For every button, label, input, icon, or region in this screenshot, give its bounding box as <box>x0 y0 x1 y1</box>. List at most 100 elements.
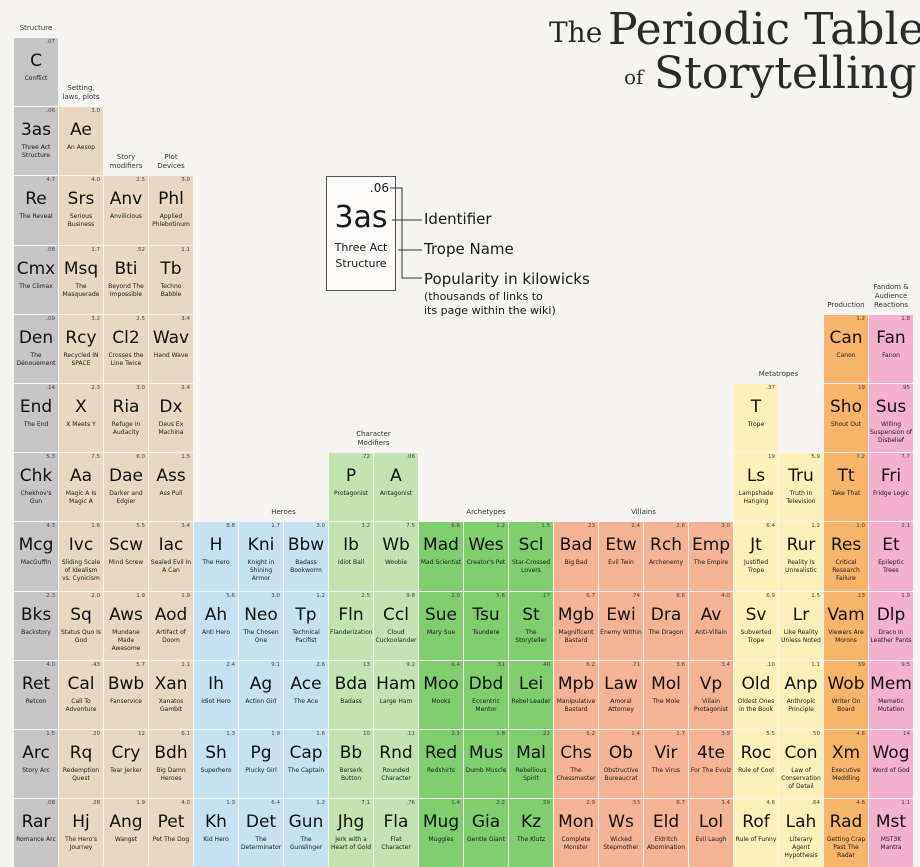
element-cell-end[interactable]: .14 End The End <box>14 384 58 453</box>
element-cell-lei[interactable]: .40 Lei Rebel Leader <box>509 660 553 729</box>
element-cell-ae[interactable]: 3.0 Ae An Aesop <box>59 107 103 176</box>
element-cell-dra[interactable]: 8.6 Dra The Dragon <box>644 591 688 660</box>
element-cell-ls[interactable]: 19 Ls Lampshade Hanging <box>734 453 778 522</box>
element-cell-red[interactable]: 2.1 Red Redshirts <box>419 730 463 799</box>
element-cell-mpb[interactable]: 6.2 Mpb Manipulative Bastard <box>554 660 598 729</box>
element-cell-kh[interactable]: 1.3 Kh Kid Hero <box>194 799 238 867</box>
element-cell-aws[interactable]: 1.9 Aws Mundane Made Awesome <box>104 591 148 660</box>
element-cell-ewi[interactable]: .74 Ewi Enemy Within <box>599 591 643 660</box>
element-cell-bwb[interactable]: 5.7 Bwb Fanservice <box>104 660 148 729</box>
element-cell-rur[interactable]: 1.2 Rur Reality Is Unrealistic <box>779 522 823 591</box>
element-cell-sue[interactable]: 2.0 Sue Mary Sue <box>419 591 463 660</box>
element-cell-mst[interactable]: 1.1 Mst MST3K Mantra <box>869 799 913 867</box>
element-cell-sh[interactable]: 1.3 Sh Superhero <box>194 730 238 799</box>
element-cell-mem[interactable]: 9.5 Mem Memetic Mutation <box>869 660 913 729</box>
element-cell-vp[interactable]: 3.4 Vp Villain Protagonist <box>689 660 733 729</box>
element-cell-wob[interactable]: .59 Wob Writer On Board <box>824 660 868 729</box>
element-cell-ria[interactable]: 3.0 Ria Refuge in Audacity <box>104 384 148 453</box>
element-cell-3as[interactable]: .06 3as Three Act Structure <box>14 107 58 176</box>
element-cell-fla[interactable]: .76 Fla Flat Character <box>374 799 418 867</box>
element-cell-dlp[interactable]: 1.9 Dlp Draco In Leather Pants <box>869 591 913 660</box>
element-cell-tru[interactable]: 5.9 Tru Truth in Television <box>779 453 823 522</box>
element-cell-lol[interactable]: 3.4 Lol Evil Laugh <box>689 799 733 867</box>
element-cell-rad[interactable]: 4.6 Rad Getting Crap Past The Radar <box>824 799 868 867</box>
element-cell-lah[interactable]: .64 Lah Literary Agent Hypothesis <box>779 799 823 867</box>
element-cell-mal[interactable]: .22 Mal Rebellious Spirit <box>509 730 553 799</box>
element-cell-ivc[interactable]: 1.6 Ivc Sliding Scale of Idealism vs. Cyni… <box>59 522 103 591</box>
element-cell-ass[interactable]: 1.5 Ass Ass Pull <box>149 453 193 522</box>
element-cell-fan[interactable]: 1.8 Fan Fanon <box>869 314 913 383</box>
element-cell-pet[interactable]: 4.0 Pet Pet The Dog <box>149 799 193 867</box>
element-cell-ag[interactable]: 9.1 Ag Action Girl <box>239 660 283 729</box>
element-cell-xan[interactable]: 1.1 Xan Xanatos Gambit <box>149 660 193 729</box>
element-cell-con[interactable]: .50 Con Law of Conservation of Detail <box>779 730 823 799</box>
element-cell-anv[interactable]: 2.5 Anv Anvilicious <box>104 176 148 245</box>
element-cell-mad[interactable]: 6.6 Mad Mad Scientist <box>419 522 463 591</box>
element-cell-hj[interactable]: .28 Hj The Hero's Journey <box>59 799 103 867</box>
element-cell-jt[interactable]: 6.4 Jt Justified Trope <box>734 522 778 591</box>
element-cell-ob[interactable]: 1.4 Ob Obstructive Bureaucrat <box>599 730 643 799</box>
element-cell-sq[interactable]: 2.0 Sq Status Quo Is God <box>59 591 103 660</box>
element-cell-rof[interactable]: 4.6 Rof Rule of Funny <box>734 799 778 867</box>
element-cell-a[interactable]: .06 A Antagonist <box>374 453 418 522</box>
element-cell-bdh[interactable]: 6.1 Bdh Big Damn Heroes <box>149 730 193 799</box>
element-cell-bbw[interactable]: 3.0 Bbw Badass Bookworm <box>284 522 328 591</box>
element-cell-etw[interactable]: 2.4 Etw Evil Twin <box>599 522 643 591</box>
element-cell-bad[interactable]: 23 Bad Big Bad <box>554 522 598 591</box>
element-cell-ws[interactable]: .53 Ws Wicked Stepmother <box>599 799 643 867</box>
element-cell-wb[interactable]: 7.5 Wb Woobie <box>374 522 418 591</box>
element-cell-x[interactable]: 2.3 X X Meets Y <box>59 384 103 453</box>
element-cell-anp[interactable]: 1.1 Anp Anthropic Principle <box>779 660 823 729</box>
element-cell-p[interactable]: .72 P Protagonist <box>329 453 373 522</box>
element-cell-sus[interactable]: .95 Sus Willing Suspension of Disbelief <box>869 384 913 453</box>
element-cell-ah[interactable]: 5.6 Ah Anti Hero <box>194 591 238 660</box>
element-cell-chs[interactable]: 5.2 Chs The Chessmaster <box>554 730 598 799</box>
element-cell-bti[interactable]: .52 Bti Beyond The Impossible <box>104 245 148 314</box>
element-cell-tp[interactable]: 1.2 Tp Technical Pacifist <box>284 591 328 660</box>
element-cell-re[interactable]: 4.7 Re The Reveal <box>14 176 58 245</box>
element-cell-gia[interactable]: 2.2 Gia Gentle Giant <box>464 799 508 867</box>
element-cell-wav[interactable]: 3.4 Wav Hand Wave <box>149 314 193 383</box>
element-cell-eld[interactable]: 8.7 Eld Eldritch Abomination <box>644 799 688 867</box>
element-cell-dbd[interactable]: .51 Dbd Eccentric Mentor <box>464 660 508 729</box>
element-cell-h[interactable]: 8.8 H The Hero <box>194 522 238 591</box>
element-cell-mgb[interactable]: 6.7 Mgb Magnificent Bastard <box>554 591 598 660</box>
element-cell-wog[interactable]: 14 Wog Word of God <box>869 730 913 799</box>
element-cell-gun[interactable]: 1.2 Gun The Gunslinger <box>284 799 328 867</box>
element-cell-mol[interactable]: 3.6 Mol The Mole <box>644 660 688 729</box>
element-cell-scw[interactable]: 5.5 Scw Mind Screw <box>104 522 148 591</box>
element-cell-arc[interactable]: 1.5 Arc Story Arc <box>14 730 58 799</box>
element-cell-cry[interactable]: 12 Cry Tear Jerker <box>104 730 148 799</box>
element-cell-fln[interactable]: 2.5 Fln Flanderization <box>329 591 373 660</box>
element-cell-sv[interactable]: 6.9 Sv Subverted Trope <box>734 591 778 660</box>
element-cell-st[interactable]: .17 St The Storyteller <box>509 591 553 660</box>
element-cell-ace[interactable]: 2.6 Ace The Ace <box>284 660 328 729</box>
element-cell-bks[interactable]: 2.3 Bks Backstory <box>14 591 58 660</box>
element-cell-det[interactable]: 6.4 Det The Determinator <box>239 799 283 867</box>
element-cell-rq[interactable]: .20 Rq Redemption Quest <box>59 730 103 799</box>
element-cell-roc[interactable]: 5.5 Roc Rule of Cool <box>734 730 778 799</box>
element-cell-pg[interactable]: 1.9 Pg Plucky Girl <box>239 730 283 799</box>
element-cell-kni[interactable]: 1.7 Kni Knight in Shining Armor <box>239 522 283 591</box>
element-cell-tsu[interactable]: 5.6 Tsu Tsundere <box>464 591 508 660</box>
element-cell-jhg[interactable]: 7.1 Jhg Jerk with a Heart of Gold <box>329 799 373 867</box>
element-cell-cap[interactable]: 1.6 Cap The Captain <box>284 730 328 799</box>
element-cell-wes[interactable]: 1.2 Wes Creator's Pet <box>464 522 508 591</box>
element-cell-old[interactable]: .10 Old Oldest Ones in the Book <box>734 660 778 729</box>
element-cell-bb[interactable]: 10 Bb Berserk Button <box>329 730 373 799</box>
element-cell-neo[interactable]: 3.0 Neo The Chosen One <box>239 591 283 660</box>
element-cell-ham[interactable]: 9.2 Ham Large Ham <box>374 660 418 729</box>
element-cell-dx[interactable]: 2.4 Dx Deus Ex Machina <box>149 384 193 453</box>
element-cell-law[interactable]: .71 Law Amoral Attorney <box>599 660 643 729</box>
element-cell-rcy[interactable]: 3.2 Rcy Recycled IN SPACE <box>59 314 103 383</box>
element-cell-kz[interactable]: .59 Kz The Klutz <box>509 799 553 867</box>
element-cell-den[interactable]: .09 Den The Dénouement <box>14 314 58 383</box>
element-cell-sho[interactable]: 19 Sho Shout Out <box>824 384 868 453</box>
element-cell-iac[interactable]: 3.4 Iac Sealed Evil In A Can <box>149 522 193 591</box>
element-cell-t[interactable]: .37 T Trope <box>734 384 778 453</box>
element-cell-ccl[interactable]: 9.8 Ccl Cloud Cuckoolander <box>374 591 418 660</box>
element-cell-tb[interactable]: 1.1 Tb Techno Babble <box>149 245 193 314</box>
element-cell-vir[interactable]: 1.7 Vir The Virus <box>644 730 688 799</box>
element-cell-cmx[interactable]: .08 Cmx The Climax <box>14 245 58 314</box>
element-cell-mcg[interactable]: 4.3 Mcg MacGuffin <box>14 522 58 591</box>
